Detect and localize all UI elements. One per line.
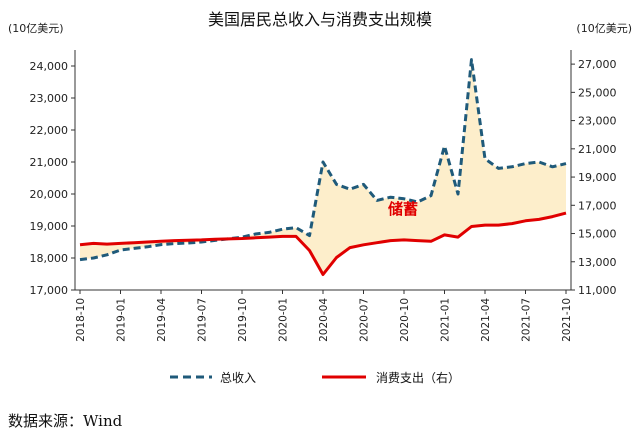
left-tick-label: 22,000 bbox=[30, 124, 69, 137]
x-tick-label: 2019-07 bbox=[197, 298, 209, 342]
x-tick-label: 2019-04 bbox=[156, 298, 168, 342]
x-tick-label: 2020-01 bbox=[278, 298, 290, 342]
series-lines bbox=[79, 58, 567, 276]
right-tick-label: 19,000 bbox=[578, 171, 617, 184]
right-tick-label: 15,000 bbox=[578, 228, 617, 241]
x-tick-label: 2021-10 bbox=[561, 298, 573, 342]
x-tick-label: 2018-10 bbox=[75, 298, 87, 342]
right-tick-label: 13,000 bbox=[578, 256, 617, 269]
chart: 美国居民总收入与消费支出规模 (10亿美元) (10亿美元) 17,000 18,… bbox=[8, 10, 632, 385]
right-tick-label: 11,000 bbox=[578, 284, 617, 297]
right-tick-label: 27,000 bbox=[578, 58, 617, 71]
left-tick-label: 23,000 bbox=[30, 92, 69, 105]
consumption-line bbox=[79, 211, 567, 276]
x-tick-label: 2020-04 bbox=[318, 298, 330, 342]
x-tick-label: 2021-04 bbox=[480, 298, 492, 342]
x-tick-label: 2019-10 bbox=[237, 298, 249, 342]
income-line bbox=[79, 58, 567, 262]
x-tick-label: 2020-10 bbox=[399, 298, 411, 342]
savings-area bbox=[80, 59, 566, 275]
right-tick-label: 17,000 bbox=[578, 199, 617, 212]
legend: 总收入 消费支出（右） bbox=[170, 370, 460, 385]
right-tick-label: 25,000 bbox=[578, 86, 617, 99]
right-axis-unit: (10亿美元) bbox=[576, 22, 632, 35]
left-tick-label: 21,000 bbox=[30, 156, 69, 169]
tick-labels: 17,000 18,000 19,000 20,000 21,000 22,000 23,0… bbox=[30, 58, 617, 342]
savings-annotation: 储蓄 bbox=[388, 200, 418, 218]
left-tick-label: 18,000 bbox=[30, 252, 69, 265]
right-tick-label: 21,000 bbox=[578, 143, 617, 156]
legend-income-label: 总收入 bbox=[220, 371, 256, 385]
right-tick-label: 23,000 bbox=[578, 115, 617, 128]
x-tick-label: 2021-07 bbox=[521, 298, 533, 342]
left-tick-label: 24,000 bbox=[30, 60, 69, 73]
source-note: 数据来源：Wind bbox=[8, 412, 123, 430]
left-tick-label: 17,000 bbox=[30, 284, 69, 297]
chart-title: 美国居民总收入与消费支出规模 bbox=[208, 10, 432, 29]
axes bbox=[71, 50, 575, 294]
legend-consumption-label: 消费支出（右） bbox=[376, 370, 460, 385]
x-tick-label: 2021-01 bbox=[440, 298, 452, 342]
left-axis-unit: (10亿美元) bbox=[8, 22, 64, 35]
savings-fill-area bbox=[80, 59, 566, 275]
left-tick-label: 19,000 bbox=[30, 220, 69, 233]
x-tick-label: 2019-01 bbox=[116, 298, 128, 342]
x-tick-label: 2020-07 bbox=[359, 298, 371, 342]
left-tick-label: 20,000 bbox=[30, 188, 69, 201]
